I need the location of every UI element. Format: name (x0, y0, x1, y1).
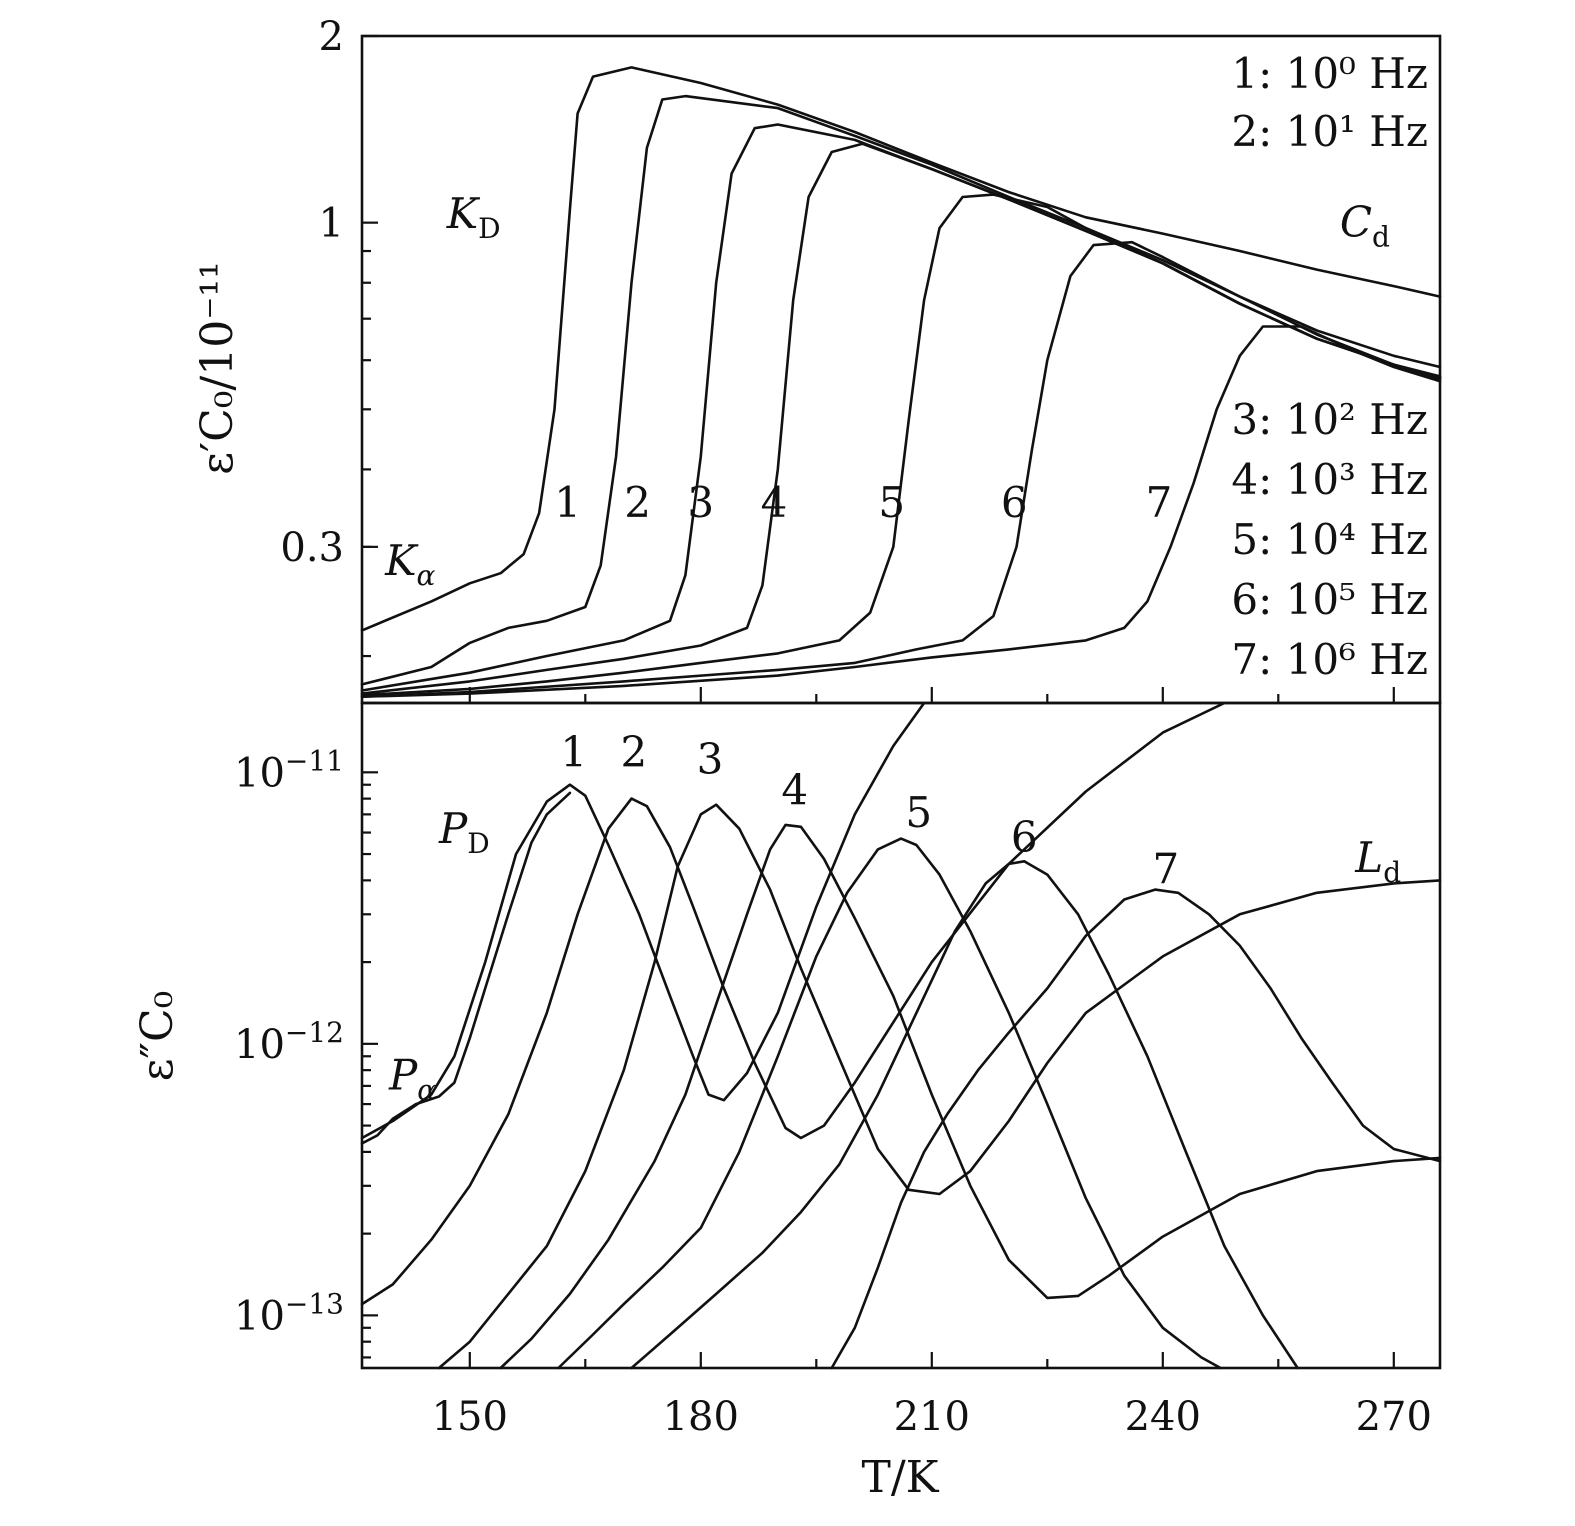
top-curve-7 (360, 325, 1442, 699)
bottom-panel-curves (360, 701, 1442, 1370)
top-annotation-Kα: Kα (384, 536, 435, 592)
top-y-tick-label: 0.3 (280, 525, 344, 571)
top-panel-labels: 1 2 3 4 5 6 7 KD Kα Cd (384, 189, 1390, 592)
bottom-curve-label-1: 1 (560, 728, 587, 777)
top-annotation-Cd: Cd (1340, 197, 1390, 253)
bottom-annotation-Pα: Pα (388, 1050, 436, 1106)
legend-entry-6: 6: 10⁵ Hz (1231, 575, 1428, 624)
bottom-panel-frame (360, 701, 1442, 1370)
bottom-curve-label-4: 4 (781, 766, 808, 815)
legend-entry-2: 2: 10¹ Hz (1231, 107, 1428, 156)
bottom-annotation-Ld: Ld (1354, 833, 1401, 889)
legend-entry-1: 1: 10⁰ Hz (1231, 49, 1428, 98)
bottom-y-axis-title: ε″C₀ (132, 991, 183, 1082)
top-curve-label-3: 3 (687, 478, 714, 527)
bottom-y-tick-label: 10−11 (234, 744, 344, 796)
top-y-tick-label: 2 (319, 14, 344, 60)
bottom-curve-5 (557, 837, 1222, 1370)
top-y-tick-label: 1 (319, 201, 344, 247)
top-curve-label-6: 6 (1001, 478, 1028, 527)
bottom-curve-label-6: 6 (1011, 813, 1038, 862)
top-curve-6 (360, 240, 1442, 699)
bottom-panel-labels: 1 2 3 4 5 6 7 PD Pα Ld 150 180 210 240 270 (388, 728, 1432, 1440)
top-curve-label-7: 7 (1146, 478, 1173, 527)
top-axis-ticks: 210.3 (280, 14, 1395, 703)
bottom-curve-4 (499, 823, 1442, 1370)
top-curve-label-1: 1 (554, 478, 581, 527)
x-tick-label: 270 (1356, 1394, 1432, 1440)
bottom-curve-label-3: 3 (697, 734, 724, 783)
top-curve-5 (360, 193, 1442, 697)
top-curve-label-4: 4 (761, 478, 788, 527)
legend-entry-4: 4: 10³ Hz (1231, 455, 1428, 504)
legend-entry-3: 3: 10² Hz (1231, 395, 1428, 444)
bottom-y-tick-label: 10−12 (234, 1016, 344, 1068)
top-annotation-KD: KD (446, 189, 501, 245)
bottom-annotation-PD: PD (438, 804, 490, 860)
top-curve-2 (360, 94, 1442, 686)
x-axis-title: T/K (861, 1452, 939, 1503)
bottom-curve-7 (830, 888, 1442, 1370)
top-curve-1 (360, 66, 1442, 632)
top-curve-label-5: 5 (878, 478, 905, 527)
x-tick-label: 240 (1125, 1394, 1201, 1440)
bottom-curve-2 (360, 701, 1226, 1306)
bottom-curve-6 (630, 859, 1299, 1370)
bottom-curve-1 (360, 701, 926, 1140)
x-tick-label: 150 (432, 1394, 508, 1440)
bottom-curve-Ld (360, 791, 572, 1145)
top-curve-label-2: 2 (624, 478, 651, 527)
bottom-curve-label-7: 7 (1153, 844, 1180, 893)
bottom-axis-ticks: 10−11 10−12 10−13 (234, 744, 1395, 1368)
top-panel-curves (360, 66, 1442, 699)
legend-entry-7: 7: 10⁶ Hz (1231, 635, 1428, 684)
x-tick-label: 180 (663, 1394, 739, 1440)
bottom-curve-label-2: 2 (620, 728, 647, 777)
x-tick-label: 210 (894, 1394, 970, 1440)
bottom-y-tick-label: 10−13 (234, 1287, 344, 1339)
bottom-curve-label-5: 5 (905, 788, 932, 837)
bottom-curve-3 (437, 803, 1442, 1370)
legend-entry-5: 5: 10⁴ Hz (1231, 515, 1428, 564)
top-y-axis-title: ε′C₀/10⁻¹¹ (192, 261, 243, 474)
